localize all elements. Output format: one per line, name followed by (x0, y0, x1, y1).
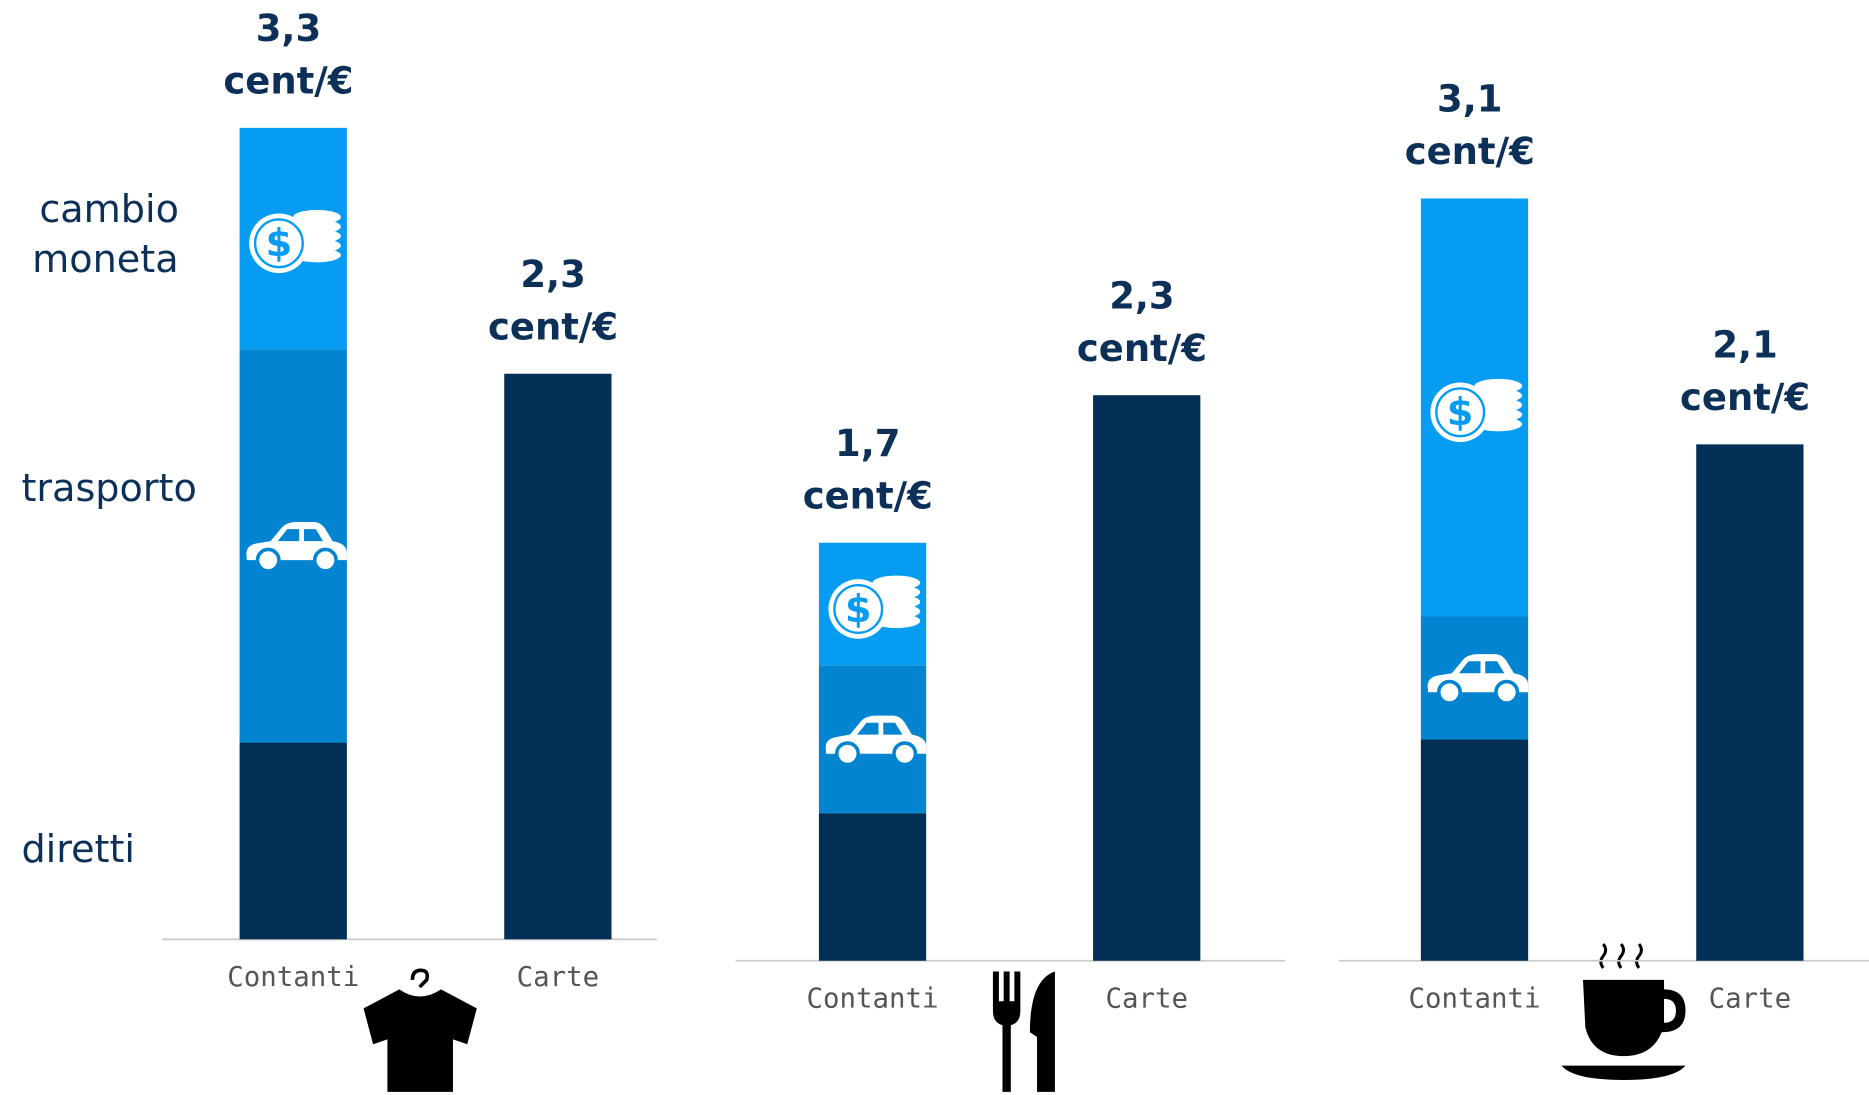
cutlery-icon (992, 971, 1055, 1092)
value-label: 2,3 cent/€ (488, 252, 618, 347)
legend-label: diretti (21, 827, 135, 871)
value-label-line: 2,3 (520, 252, 585, 295)
x-tick-label: Carte (1105, 984, 1188, 1015)
legend-label-line: cambio (39, 186, 179, 230)
legend-label-line: moneta (32, 237, 178, 281)
value-label: 3,1 cent/€ (1405, 77, 1535, 172)
value-label-line: 2,1 (1712, 323, 1777, 366)
bar-segment (1093, 395, 1201, 961)
bar-segment (1696, 444, 1804, 961)
legend-label-line: diretti (21, 827, 135, 871)
coffee-icon (1561, 943, 1686, 1080)
shirt-icon (363, 968, 477, 1092)
value-label-line: 3,3 (256, 7, 321, 50)
value-label: 2,3 cent/€ (1077, 274, 1207, 369)
x-tick-label: Carte (517, 962, 600, 993)
x-tick-label: Contanti (227, 962, 359, 993)
value-label-line: cent/€ (1077, 326, 1207, 369)
value-label-line: 3,1 (1437, 77, 1502, 120)
legend-label: trasporto (21, 465, 196, 509)
value-label: 1,7 cent/€ (803, 421, 933, 516)
value-label-line: 2,3 (1109, 274, 1174, 317)
value-label-line: 1,7 (835, 421, 900, 464)
value-label: 3,3 cent/€ (223, 7, 353, 102)
x-tick-label: Carte (1709, 984, 1792, 1015)
bar-segment (818, 813, 927, 961)
legend-label: cambio moneta (32, 186, 179, 280)
bar-segment (1420, 739, 1529, 961)
value-label-line: cent/€ (488, 305, 618, 348)
value-label: 2,1 cent/€ (1680, 323, 1810, 418)
value-label-line: cent/€ (803, 474, 933, 517)
bar-segment (239, 742, 347, 940)
x-tick-label: Contanti (807, 984, 939, 1015)
value-label-line: cent/€ (223, 59, 353, 102)
value-label-line: cent/€ (1680, 376, 1810, 419)
legend-label-line: trasporto (21, 465, 196, 509)
value-label-line: cent/€ (1405, 130, 1535, 173)
x-tick-label: Contanti (1409, 984, 1541, 1015)
bar-segment (504, 373, 612, 940)
